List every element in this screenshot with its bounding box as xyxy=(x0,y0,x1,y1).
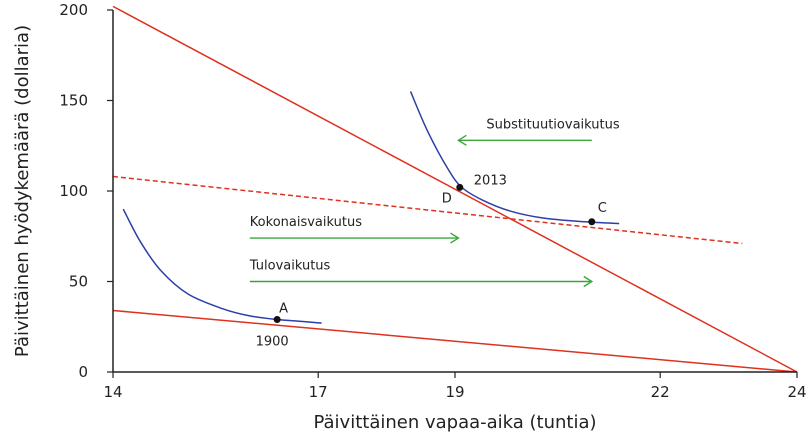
budget-lines xyxy=(112,5,798,373)
point-year-label: 1900 xyxy=(256,335,289,350)
y-tick-label: 200 xyxy=(59,1,88,19)
point-marker xyxy=(588,218,596,226)
budget-line-dashed xyxy=(112,175,743,245)
effect-arrow-label: Substituutiovaikutus xyxy=(486,117,619,132)
x-tick-label: 17 xyxy=(309,383,328,401)
y-tick-label: 150 xyxy=(59,92,88,110)
x-tick-label: 24 xyxy=(787,383,806,401)
point-marker xyxy=(456,183,464,191)
y-axis-label: Päivittäinen hyödykemäärä (dollaria) xyxy=(12,25,33,357)
ticks: 14 17 19 22 24 0 50 100 150 200 xyxy=(59,1,806,401)
effect-arrowhead xyxy=(450,232,460,244)
effect-arrow-label: Kokonaisvaikutus xyxy=(250,215,362,230)
effect-arrows: Substituutiovaikutus Kokonaisvaikutus Tulo… xyxy=(249,117,620,288)
indifference-curve xyxy=(122,208,322,324)
point-label: A xyxy=(279,302,288,317)
x-tick-label: 14 xyxy=(103,383,122,401)
x-tick-label: 22 xyxy=(651,383,670,401)
y-tick-label: 50 xyxy=(69,273,88,291)
y-tick-label: 100 xyxy=(59,182,88,200)
budget-line xyxy=(112,5,798,373)
budget-line xyxy=(112,309,798,373)
effect-arrowhead xyxy=(583,275,594,288)
point-label: C xyxy=(598,201,607,216)
point-label: D xyxy=(442,191,452,206)
points: A 1900 D 2013 C xyxy=(256,173,607,349)
effect-arrow-label: Tulovaikutus xyxy=(249,259,331,274)
y-tick-label: 0 xyxy=(78,363,88,381)
effect-arrowhead xyxy=(457,134,467,146)
point-year-label: 2013 xyxy=(474,173,507,188)
point-marker xyxy=(273,316,281,324)
x-axis-label: Päivittäinen vapaa-aika (tuntia) xyxy=(313,412,596,433)
x-tick-label: 19 xyxy=(445,383,464,401)
indifference-curves xyxy=(122,91,620,324)
indifference-curve xyxy=(409,91,620,225)
